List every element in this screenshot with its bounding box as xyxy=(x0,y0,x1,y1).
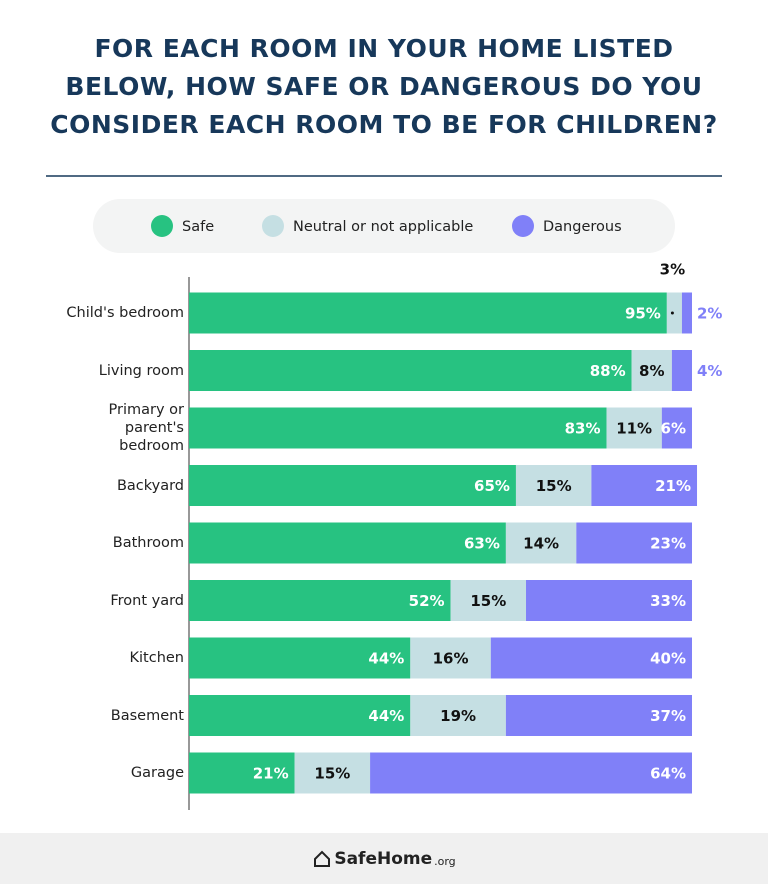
value-label: 52% xyxy=(409,592,445,610)
bar-segment xyxy=(410,695,506,736)
bar-segment xyxy=(681,292,692,334)
bar-segment xyxy=(189,350,632,391)
bar-segment xyxy=(606,407,662,449)
category-label: Kitchen xyxy=(20,636,185,680)
label-dot xyxy=(670,311,674,315)
bar-segment xyxy=(294,752,371,794)
legend-swatch xyxy=(262,215,284,237)
category-text: Garage xyxy=(130,765,184,781)
bar-segment xyxy=(189,465,516,506)
brand-suffix: .org xyxy=(434,854,456,868)
bar-segment xyxy=(189,695,411,736)
category-text: Front yard xyxy=(110,592,184,609)
legend-label: Neutral or not applicable xyxy=(293,219,473,235)
value-label: 63% xyxy=(464,535,500,553)
category-label: Basement xyxy=(20,694,184,738)
value-label: 2% xyxy=(697,305,722,323)
value-label: 83% xyxy=(565,420,601,438)
bar-segment xyxy=(370,752,692,794)
bar-segment xyxy=(189,752,295,794)
chart-title: FOR EACH ROOM IN YOUR HOME LISTED BELOW,… xyxy=(50,34,718,139)
value-label: 21% xyxy=(655,477,691,495)
category-label: Living room xyxy=(20,349,184,393)
value-label: 21% xyxy=(253,765,289,783)
value-label: 15% xyxy=(470,592,506,610)
value-label: 8% xyxy=(639,362,664,380)
value-label: 15% xyxy=(536,477,572,495)
logo-icon xyxy=(314,850,331,867)
value-label: 33% xyxy=(650,592,686,610)
bar-segment xyxy=(189,637,411,679)
value-label: 15% xyxy=(314,765,350,783)
category-text: Backyard xyxy=(116,477,184,494)
bar-segment xyxy=(410,637,491,679)
category-text: Kitchen xyxy=(129,650,185,666)
category-label: Garage xyxy=(20,751,184,795)
footer: SafeHome .org xyxy=(0,833,768,884)
bar-segment xyxy=(661,407,692,449)
bar-segment xyxy=(189,522,506,564)
category-label: Bathroom xyxy=(20,521,184,565)
legend-box xyxy=(93,199,675,253)
category-label: Backyard xyxy=(20,464,184,508)
bar-segment xyxy=(591,465,698,506)
brand: SafeHome xyxy=(334,848,433,869)
value-label: 44% xyxy=(368,707,404,725)
category-text: Basement xyxy=(110,707,184,724)
category-label: Primary or parent's bedroom xyxy=(20,402,184,454)
category-text: Bathroom xyxy=(112,535,184,551)
value-label: 16% xyxy=(433,650,469,668)
bar-segment xyxy=(526,580,692,621)
bar-segment xyxy=(189,292,667,334)
bar-segment xyxy=(505,522,577,564)
bar-segment xyxy=(450,580,527,621)
category-text: Child's bedroom xyxy=(66,305,184,321)
legend-swatch xyxy=(512,215,534,237)
category-label: Front yard xyxy=(20,579,184,623)
value-label: 88% xyxy=(590,362,626,380)
value-label: 19% xyxy=(440,707,476,725)
bar-segment xyxy=(490,637,692,679)
category-label: Child's bedroom xyxy=(20,291,184,335)
value-label: 37% xyxy=(650,707,686,725)
value-label: 95% xyxy=(625,305,661,323)
value-label: 40% xyxy=(650,650,686,668)
legend-swatch xyxy=(151,215,173,237)
category-text: Living room xyxy=(98,362,184,379)
value-label: 65% xyxy=(474,477,510,495)
bar-segment xyxy=(189,580,451,621)
bar-segment xyxy=(671,350,692,391)
legend-label: Safe xyxy=(182,219,214,235)
value-label: 4% xyxy=(697,362,722,380)
value-label: 3% xyxy=(660,261,685,279)
bar-segment xyxy=(666,292,682,334)
value-label: 11% xyxy=(616,420,652,438)
value-label: 64% xyxy=(650,765,686,783)
bar-segment xyxy=(189,407,607,449)
value-label: 14% xyxy=(523,535,559,553)
category-text: Primary or parent's bedroom xyxy=(108,402,184,454)
value-label: 44% xyxy=(368,650,404,668)
bar-segment xyxy=(576,522,692,564)
legend-label: Dangerous xyxy=(543,219,622,235)
value-label: 23% xyxy=(650,535,686,553)
bar-segment xyxy=(515,465,592,506)
bar-segment xyxy=(505,695,692,736)
bar-segment xyxy=(631,350,672,391)
value-label: 6% xyxy=(661,420,686,438)
